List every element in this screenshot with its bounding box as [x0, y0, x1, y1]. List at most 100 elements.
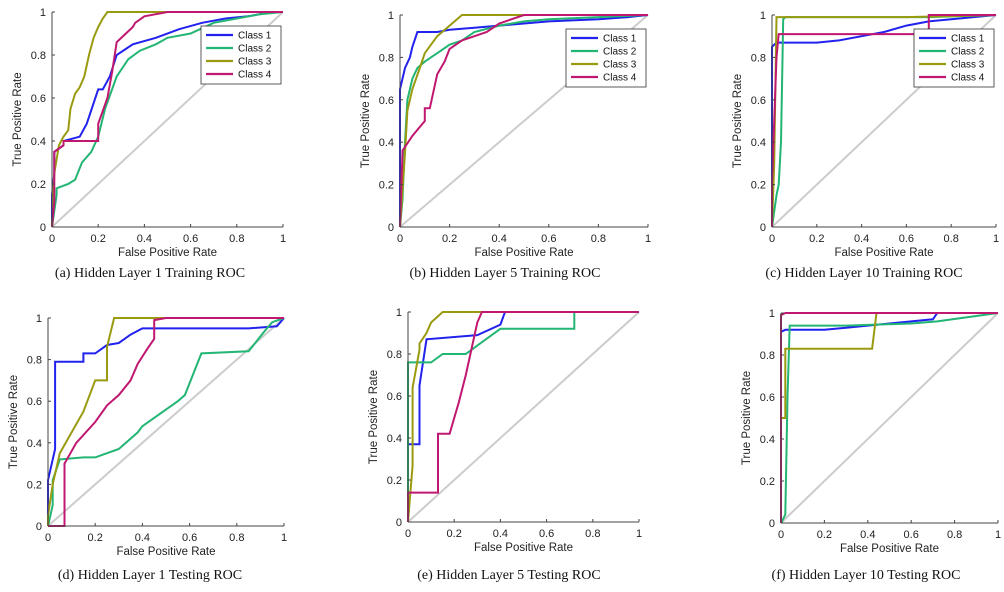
panel-b-y-tick-label-1: 0.2 [379, 180, 394, 192]
panel-c-x-tick-label-3: 0.6 [899, 233, 914, 245]
panel-a-y-tick-label-3: 0.6 [31, 93, 46, 105]
roc-panel-c: 0 0 0.2 0.2 0.4 0.4 0.6 0.6 0.8 0.8 1 1 False Positi… [724, 0, 1004, 292]
panel-a-legend-label-class-3: Class 3 [238, 57, 272, 68]
panel-f-x-tick-label-3: 0.6 [904, 529, 919, 541]
roc-panel-d: 0 0 0.2 0.2 0.4 0.4 0.6 0.6 0.8 0.8 1 1 False Positi… [0, 302, 300, 592]
panel-a-x-axis-label: False Positive Rate [118, 247, 217, 259]
panel-e-x-tick-label-1: 0.2 [447, 528, 462, 540]
panel-d-y-tick-label-2: 0.4 [27, 438, 42, 450]
panel-f-y-tick-label-4: 0.8 [760, 350, 775, 362]
panel-caption-c: (c) Hidden Layer 10 Training ROC [765, 266, 963, 281]
panel-e-x-tick-label-0: 0 [405, 528, 411, 540]
panel-e-series-line-class-2 [407, 311, 639, 522]
roc-chart-c: 00 0.2 0.2 0.4 0.4 0.6 0.6 0.8 0.8 1 1 False Positi… [732, 10, 999, 259]
panel-a-y-tick-label-4: 0.8 [31, 50, 46, 62]
panel-caption-a: (a) Hidden Layer 1 Training ROC [54, 266, 246, 281]
panel-a-legend-label-class-1: Class 1 [238, 31, 272, 42]
panel-d-x-tick-label-3: 0.6 [182, 532, 197, 544]
panel-d-x-tick-label-2: 0.4 [135, 532, 150, 544]
panel-f-diagonal-reference-line [780, 312, 999, 524]
panel-b-legend-label-class-1: Class 1 [603, 34, 637, 45]
panel-a-x-tick-label-4: 0.8 [229, 233, 244, 245]
panel-e-y-tick-label-1: 0.2 [387, 475, 402, 487]
panel-d-x-tick-label-1: 0.2 [88, 532, 103, 544]
roc-chart-a: 00 0.2 0.2 0.4 0.4 0.6 0.6 0.8 0.8 1 1 False Positi… [12, 7, 286, 259]
panel-c-y-tick-label-0: 0 [760, 222, 766, 234]
panel-e-x-tick-label-3: 0.6 [539, 528, 554, 540]
panel-c-y-tick-label-2: 0.4 [751, 137, 766, 149]
panel-e-series-line-class-4 [407, 311, 639, 522]
panel-c-x-tick-label-4: 0.8 [944, 233, 959, 245]
panel-d-x-tick-label-0: 0 [45, 532, 51, 544]
panel-e-series-line-class-3 [407, 311, 639, 523]
panel-a-y-tick-label-1: 0.2 [31, 179, 46, 191]
panel-f-series-line-class-1 [780, 312, 998, 523]
panel-b-x-tick-label-5: 1 [645, 233, 651, 245]
panel-d-y-tick-label-3: 0.6 [27, 396, 42, 408]
panel-e-y-axis-label: True Positive Rate [368, 370, 380, 464]
panel-b-legend-label-class-3: Class 3 [603, 60, 637, 71]
panel-a-x-tick-label-5: 1 [280, 233, 286, 245]
panel-e-y-tick-label-3: 0.6 [387, 391, 402, 403]
roc-chart-e: 00 0.2 0.2 0.4 0.4 0.6 0.6 0.8 0.8 1 1 False Positi… [368, 307, 642, 554]
panel-d-diagonal-reference-line [47, 317, 285, 527]
panel-e-y-tick-label-4: 0.8 [387, 349, 402, 361]
panel-c-y-tick-label-1: 0.2 [751, 180, 766, 192]
panel-c-y-tick-label-3: 0.6 [751, 95, 766, 107]
panel-d-series-line-class-4 [48, 317, 284, 527]
panel-f-x-tick-label-1: 0.2 [817, 529, 832, 541]
panel-b-x-tick-label-4: 0.8 [591, 233, 606, 245]
panel-f-y-tick-label-2: 0.4 [760, 434, 775, 446]
panel-e-x-tick-label-5: 1 [636, 528, 642, 540]
panel-c-series-line-class-1 [771, 14, 997, 227]
panel-b-y-axis-label: True Positive Rate [360, 74, 372, 168]
panel-d-x-tick-label-4: 0.8 [229, 532, 244, 544]
panel-b-y-tick-label-4: 0.8 [379, 52, 394, 64]
panel-e-x-axis-label: False Positive Rate [474, 542, 573, 554]
roc-chart-d: 00 0.2 0.2 0.4 0.4 0.6 0.6 0.8 0.8 1 1 False Positi… [8, 313, 287, 558]
panel-f-x-axis-label: False Positive Rate [840, 543, 939, 555]
panel-f-x-tick-label-4: 0.8 [947, 529, 962, 541]
panel-a-legend-label-class-2: Class 2 [238, 44, 272, 55]
panel-a-legend-label-class-4: Class 4 [238, 70, 272, 81]
roc-chart-f: 00 0.2 0.2 0.4 0.4 0.6 0.6 0.8 0.8 1 1 False Positi… [741, 308, 1001, 555]
panel-c-y-tick-label-5: 1 [760, 10, 766, 22]
panel-c-legend-label-class-1: Class 1 [951, 34, 985, 45]
panel-b-y-tick-label-3: 0.6 [379, 95, 394, 107]
panel-b-legend-label-class-4: Class 4 [603, 73, 637, 84]
panel-d-x-axis-label: False Positive Rate [116, 546, 215, 558]
panel-f-x-tick-label-2: 0.4 [860, 529, 875, 541]
panel-caption-b: (b) Hidden Layer 5 Training ROC [409, 266, 601, 281]
panel-b-series-line-class-3 [399, 14, 648, 228]
panel-d-y-tick-label-1: 0.2 [27, 479, 42, 491]
panel-f-x-tick-label-0: 0 [778, 529, 784, 541]
panel-a-y-tick-label-0: 0 [40, 222, 46, 234]
roc-panel-b: 0 0 0.2 0.2 0.4 0.4 0.6 0.6 0.8 0.8 1 1 False Positi… [350, 0, 660, 292]
panel-c-legend-label-class-4: Class 4 [951, 73, 985, 84]
panel-a-x-tick-label-1: 0.2 [91, 233, 106, 245]
panel-f-y-tick-label-3: 0.6 [760, 392, 775, 404]
panel-a-series-line-class-4 [51, 11, 283, 228]
panel-a-y-tick-label-5: 1 [40, 7, 46, 19]
panel-b-x-tick-label-1: 0.2 [442, 233, 457, 245]
panel-f-y-axis-label: True Positive Rate [741, 371, 753, 465]
roc-chart-b: 00 0.2 0.2 0.4 0.4 0.6 0.6 0.8 0.8 1 1 False Positi… [360, 10, 651, 259]
panel-caption-e: (e) Hidden Layer 5 Testing ROC [417, 568, 601, 583]
panel-e-y-tick-label-0: 0 [396, 517, 402, 529]
panel-b-legend-label-class-2: Class 2 [603, 47, 637, 58]
panel-b-series-line-class-4 [399, 14, 648, 228]
panel-c-y-axis-label: True Positive Rate [732, 74, 744, 168]
panel-f-y-tick-label-1: 0.2 [760, 476, 775, 488]
panel-b-y-tick-label-2: 0.4 [379, 137, 394, 149]
panel-e-y-tick-label-5: 1 [396, 307, 402, 319]
panel-f-y-tick-label-0: 0 [769, 518, 775, 530]
panel-a-x-tick-label-3: 0.6 [183, 233, 198, 245]
panel-d-x-tick-label-5: 1 [281, 532, 287, 544]
panel-e-x-tick-label-4: 0.8 [585, 528, 600, 540]
panel-caption-d: (d) Hidden Layer 1 Testing ROC [57, 568, 243, 583]
panel-a-y-tick-label-2: 0.4 [31, 136, 46, 148]
panel-c-series-line-class-3 [771, 14, 997, 228]
panel-a-series-line-class-2 [51, 11, 284, 228]
roc-panel-f: 0 0 0.2 0.2 0.4 0.4 0.6 0.6 0.8 0.8 1 1 False Positi… [728, 302, 1004, 592]
panel-d-y-tick-label-0: 0 [36, 521, 42, 533]
